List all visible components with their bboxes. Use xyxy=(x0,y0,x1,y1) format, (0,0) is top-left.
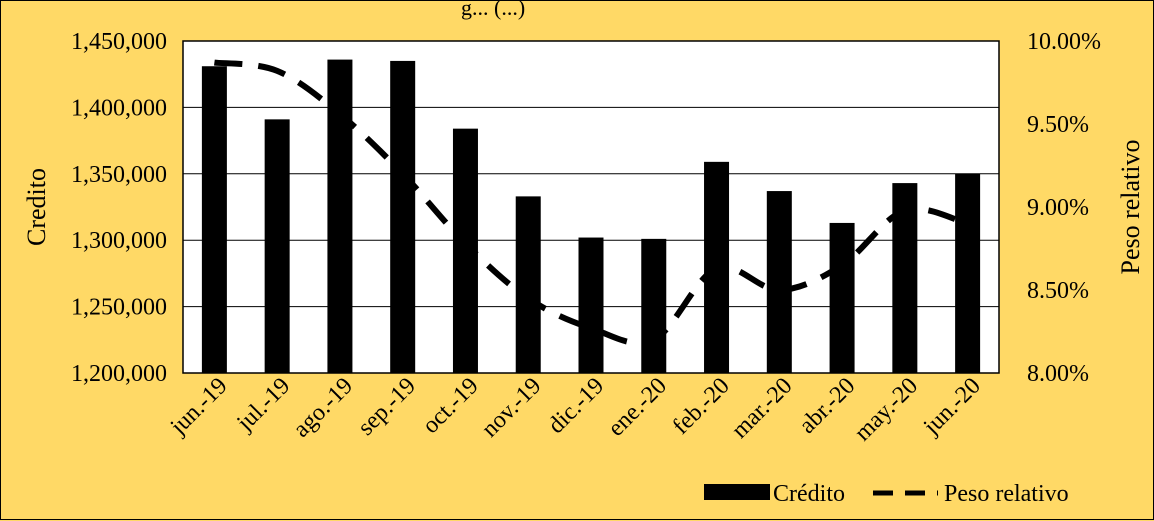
y-tick-label: 1,450,000 xyxy=(71,29,167,55)
y2-tick-label: 9.00% xyxy=(1027,195,1089,221)
x-tick-label: dic.-19 xyxy=(543,373,609,439)
x-tick-label: jun.-20 xyxy=(918,373,986,441)
y-tick-label: 1,200,000 xyxy=(71,361,167,387)
y2-axis-ticks: 8.00% 8.50% 9.00% 9.50% 10.00% xyxy=(1027,29,1101,387)
x-tick-label: may.-20 xyxy=(850,373,923,446)
y2-tick-label: 8.00% xyxy=(1027,361,1089,387)
x-tick-label: ene.-20 xyxy=(603,373,672,442)
x-tick-label: nov.-19 xyxy=(477,373,547,443)
y-tick-label: 1,250,000 xyxy=(71,295,167,321)
legend-label-peso-relativo: Peso relativo xyxy=(944,481,1069,507)
bar-mar.-20 xyxy=(766,191,792,373)
x-tick-label: ago.-19 xyxy=(288,373,358,443)
y-tick-label: 1,350,000 xyxy=(71,162,167,188)
legend-label-credito: Crédito xyxy=(773,481,845,507)
y2-tick-label: 9.50% xyxy=(1027,112,1089,138)
y2-tick-label: 8.50% xyxy=(1027,278,1089,304)
bar-sep.-19 xyxy=(390,60,416,374)
x-tick-label: jul.-19 xyxy=(232,373,296,437)
bar-jul.-19 xyxy=(264,119,290,374)
legend-swatch-credito xyxy=(704,484,770,500)
bar-ene.-20 xyxy=(641,238,667,373)
y-tick-label: 1,300,000 xyxy=(71,228,167,254)
chart-title-fragment: g... (...) xyxy=(461,1,525,20)
x-tick-label: mar.-20 xyxy=(727,373,798,444)
x-tick-label: oct.-19 xyxy=(418,373,484,439)
x-tick-label: sep.-19 xyxy=(353,373,421,441)
bar-ago.-19 xyxy=(327,59,353,373)
x-tick-label: feb.-20 xyxy=(668,373,735,440)
bar-jun.-20 xyxy=(955,173,981,373)
y-axis-title: Credito xyxy=(22,168,51,246)
y-tick-label: 1,400,000 xyxy=(71,95,167,121)
bar-abr.-20 xyxy=(829,222,855,373)
line-series-peso-relativo xyxy=(213,59,969,347)
bar-nov.-19 xyxy=(515,196,541,373)
legend: Crédito Peso relativo xyxy=(704,481,1069,507)
y2-axis-title: Peso relativo xyxy=(1116,139,1145,274)
bar-dic.-19 xyxy=(578,237,604,373)
y2-tick-label: 10.00% xyxy=(1027,29,1101,55)
y-axis-ticks: 1,200,000 1,250,000 1,300,000 1,350,000 1,40… xyxy=(71,29,167,387)
x-axis-ticks: jun.-19 jul.-19ago.-19sep.-19oct.-19nov.-… xyxy=(165,373,986,446)
bar-jun.-19 xyxy=(201,66,227,374)
x-tick-label: jun.-19 xyxy=(165,373,233,441)
